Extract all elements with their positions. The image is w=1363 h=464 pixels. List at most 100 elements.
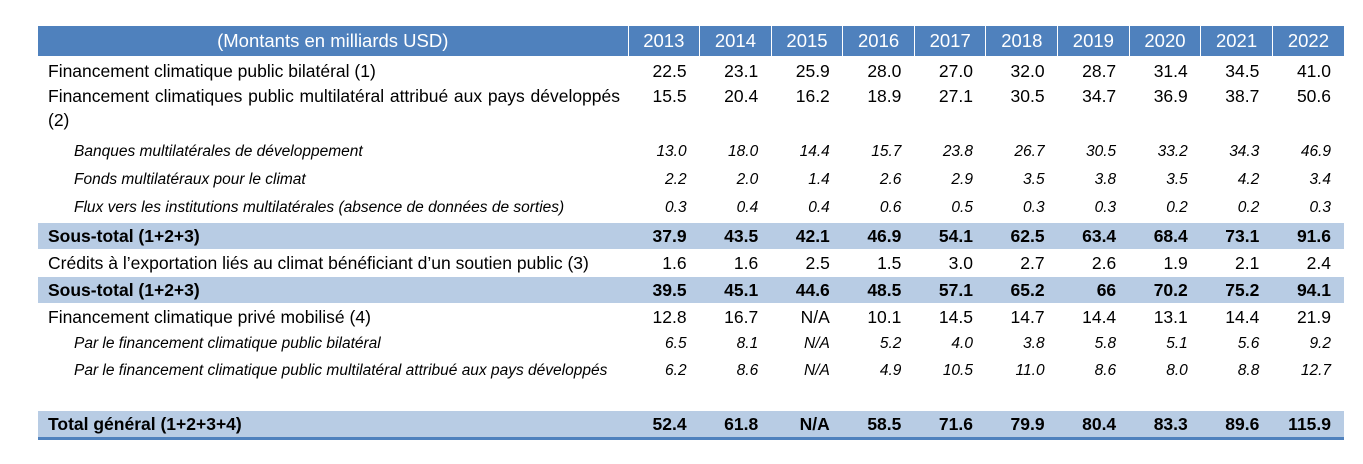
cell-value: N/A bbox=[803, 362, 830, 379]
cell-value: 33.2 bbox=[1157, 143, 1188, 160]
cell-value: 8.0 bbox=[1166, 362, 1188, 379]
header-row: (Montants en milliards USD) 2013 2014 20… bbox=[38, 26, 1344, 56]
cell-value: 3.5 bbox=[1166, 171, 1188, 188]
row-label: Banques multilatérales de développement bbox=[74, 143, 363, 160]
cell-value: 20.4 bbox=[724, 86, 759, 106]
cell-value: 5.6 bbox=[1237, 335, 1260, 352]
cell-value: 2.2 bbox=[665, 171, 687, 188]
cell-value: 2.6 bbox=[1091, 253, 1117, 273]
cell-value: 0.3 bbox=[1094, 199, 1117, 216]
row-subtotal-a: Sous-total (1+2+3) 37.9 43.5 42.1 46.9 54.1 62… bbox=[38, 222, 1344, 250]
cell-value: 1.4 bbox=[808, 171, 830, 188]
cell-value: 14.4 bbox=[799, 143, 830, 160]
cell-value: 46.9 bbox=[1300, 143, 1331, 160]
cell-value: 54.1 bbox=[914, 222, 986, 250]
row-label: Financement climatiques public multilaté… bbox=[48, 86, 621, 130]
cell-value: 58.5 bbox=[842, 410, 915, 440]
cell-value: 89.6 bbox=[1200, 410, 1273, 440]
cell-value: 75.2 bbox=[1200, 276, 1273, 304]
cell-value: 115.9 bbox=[1272, 410, 1344, 440]
row-multilateral-public: Financement climatiques public multilaté… bbox=[38, 84, 1344, 138]
cell-value: 2.6 bbox=[879, 171, 902, 188]
row-mdb: Banques multilatérales de développement 1… bbox=[38, 138, 1344, 166]
cell-value: 63.4 bbox=[1057, 222, 1130, 250]
row-private-mobilised: Financement climatique privé mobilisé (4… bbox=[38, 304, 1344, 331]
cell-value: 27.0 bbox=[938, 61, 973, 81]
cell-value: 2.1 bbox=[1235, 253, 1260, 273]
cell-value: 14.4 bbox=[1225, 307, 1260, 327]
cell-value: 48.5 bbox=[842, 276, 915, 304]
cell-value: 37.9 bbox=[628, 222, 700, 250]
cell-value: 23.8 bbox=[942, 143, 973, 160]
cell-value: 34.5 bbox=[1225, 61, 1260, 81]
row-bilateral-public: Financement climatique public bilatéral … bbox=[38, 56, 1344, 84]
cell-value: 16.2 bbox=[795, 86, 830, 106]
cell-value: 12.8 bbox=[652, 307, 687, 327]
cell-value: 8.6 bbox=[1094, 362, 1117, 379]
cell-value: 1.6 bbox=[733, 253, 759, 273]
cell-value: 5.1 bbox=[1166, 335, 1188, 352]
cell-value: 0.3 bbox=[665, 199, 687, 216]
cell-value: 3.8 bbox=[1094, 171, 1117, 188]
cell-value: 73.1 bbox=[1200, 222, 1273, 250]
cell-value: 14.7 bbox=[1010, 307, 1045, 327]
cell-value: 3.8 bbox=[1023, 335, 1045, 352]
row-private-multilateral: Par le financement climatique public mul… bbox=[38, 358, 1344, 411]
cell-value: 23.1 bbox=[724, 61, 759, 81]
row-multilateral-flows: Flux vers les institutions multilatérale… bbox=[38, 194, 1344, 223]
row-label: Total général (1+2+3+4) bbox=[38, 410, 629, 440]
cell-value: 10.1 bbox=[867, 307, 902, 327]
cell-value: 26.7 bbox=[1014, 143, 1045, 160]
cell-value: 44.6 bbox=[771, 276, 843, 304]
cell-value: 5.2 bbox=[879, 335, 902, 352]
cell-value: 39.5 bbox=[628, 276, 700, 304]
cell-value: 11.0 bbox=[1015, 362, 1045, 379]
cell-value: 36.9 bbox=[1153, 86, 1188, 106]
cell-value: 8.8 bbox=[1237, 362, 1260, 379]
header-year: 2013 bbox=[627, 26, 700, 56]
cell-value: 32.0 bbox=[1010, 61, 1045, 81]
row-label: Par le financement climatique public bil… bbox=[74, 335, 381, 352]
cell-value: N/A bbox=[800, 307, 830, 327]
row-label: Sous-total (1+2+3) bbox=[38, 222, 629, 250]
cell-value: 18.0 bbox=[728, 143, 759, 160]
cell-value: 66 bbox=[1057, 276, 1130, 304]
cell-value: 43.5 bbox=[699, 222, 772, 250]
cell-value: 68.4 bbox=[1129, 222, 1201, 250]
cell-value: 3.4 bbox=[1309, 171, 1331, 188]
cell-value: 30.5 bbox=[1086, 143, 1117, 160]
row-label: Crédits à l’exportation liés au climat b… bbox=[48, 253, 589, 273]
cell-value: 8.6 bbox=[736, 362, 759, 379]
cell-value: 46.9 bbox=[842, 222, 915, 250]
cell-value: 52.4 bbox=[628, 410, 700, 440]
header-units-label: (Montants en milliards USD) bbox=[38, 26, 629, 56]
cell-value: 4.9 bbox=[879, 362, 902, 379]
cell-value: 27.1 bbox=[938, 86, 973, 106]
cell-value: 0.4 bbox=[808, 199, 830, 216]
cell-value: 14.5 bbox=[938, 307, 973, 327]
cell-value: 0.3 bbox=[1023, 199, 1045, 216]
cell-value: 34.7 bbox=[1082, 86, 1117, 106]
cell-value: 1.9 bbox=[1163, 253, 1188, 273]
cell-value: 1.5 bbox=[877, 253, 902, 273]
cell-value: 57.1 bbox=[914, 276, 986, 304]
row-grand-total: Total général (1+2+3+4) 52.4 61.8 N/A 58.5 71… bbox=[38, 410, 1344, 440]
cell-value: 0.4 bbox=[736, 199, 759, 216]
header-year: 2014 bbox=[699, 26, 772, 56]
row-label: Flux vers les institutions multilatérale… bbox=[74, 199, 565, 216]
cell-value: 2.7 bbox=[1020, 253, 1045, 273]
cell-value: 2.0 bbox=[736, 171, 759, 188]
cell-value: 9.2 bbox=[1309, 335, 1331, 352]
header-year: 2016 bbox=[842, 26, 915, 56]
cell-value: 4.0 bbox=[951, 335, 973, 352]
row-label: Financement climatique privé mobilisé (4… bbox=[48, 307, 371, 327]
cell-value: 0.6 bbox=[879, 199, 902, 216]
cell-value: 25.9 bbox=[795, 61, 830, 81]
climate-finance-table: (Montants en milliards USD) 2013 2014 20… bbox=[38, 26, 1344, 440]
cell-value: 62.5 bbox=[985, 222, 1058, 250]
cell-value: 28.7 bbox=[1082, 61, 1117, 81]
cell-value: 0.5 bbox=[951, 199, 973, 216]
row-subtotal-b: Sous-total (1+2+3) 39.5 45.1 44.6 48.5 57.1 65… bbox=[38, 276, 1344, 304]
cell-value: 0.3 bbox=[1309, 199, 1331, 216]
cell-value: 22.5 bbox=[652, 61, 687, 81]
